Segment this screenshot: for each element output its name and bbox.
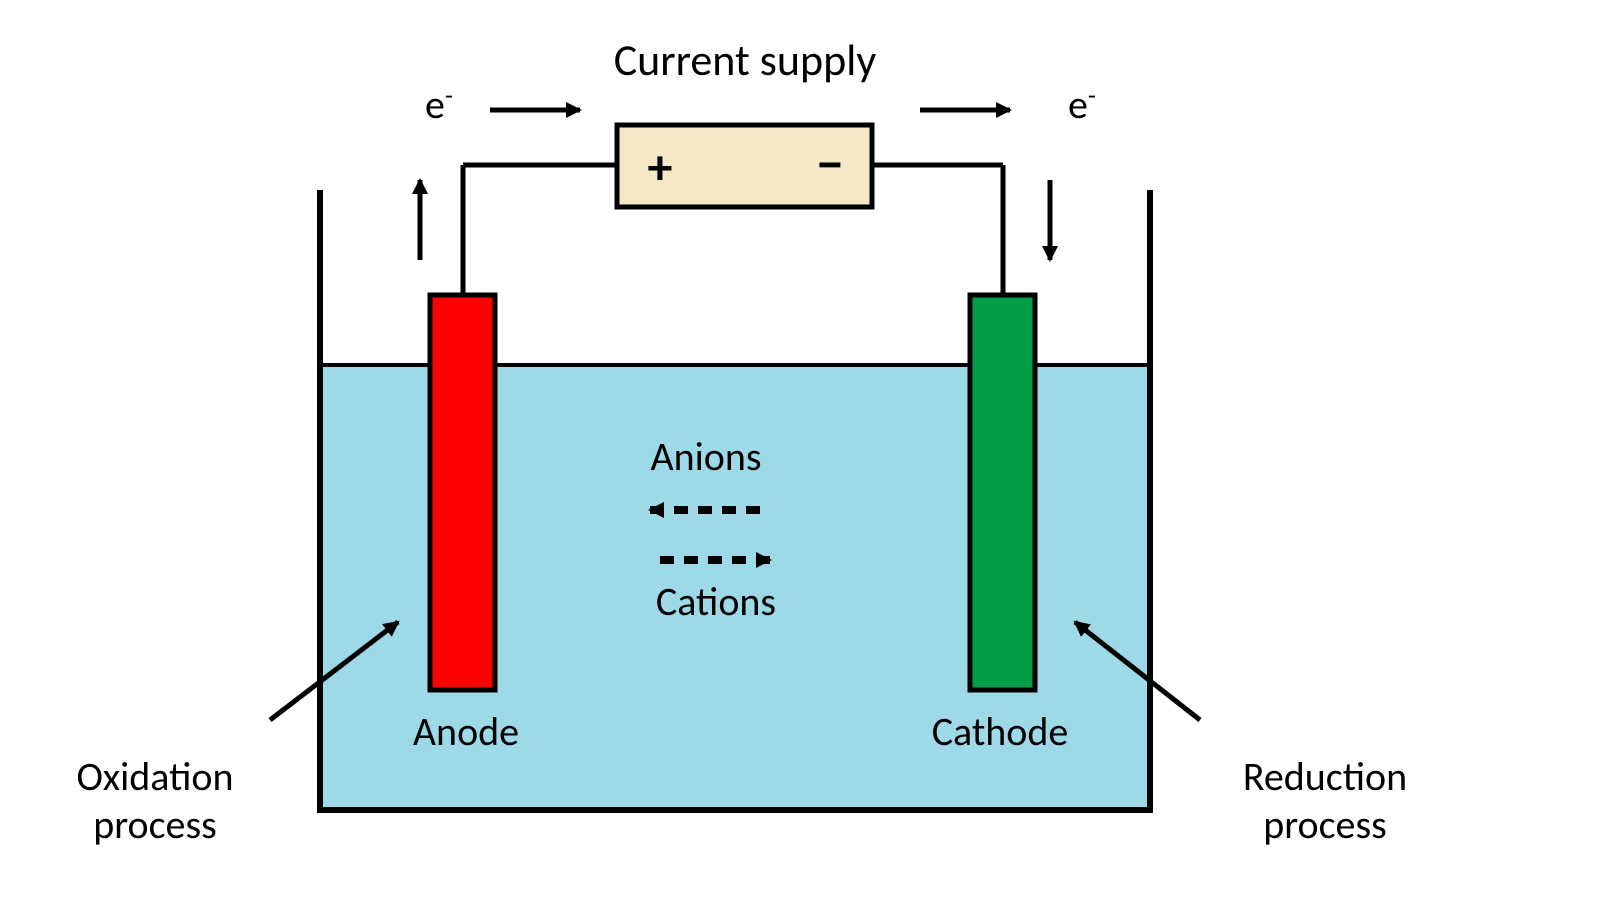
anions-label: Anions: [650, 432, 761, 481]
reduction-label-1: Reduction: [1243, 752, 1407, 801]
oxidation-label-1: Oxidation: [77, 752, 234, 801]
electrolysis-diagram: Current supply e- e- + − Anions Cations …: [0, 0, 1600, 915]
anode-electrode: [430, 295, 495, 690]
anode-label: Anode: [413, 707, 519, 756]
title-label: Current supply: [614, 33, 877, 87]
cations-label: Cations: [656, 577, 776, 626]
plus-symbol: +: [648, 137, 673, 198]
cathode-electrode: [970, 295, 1035, 690]
cathode-label: Cathode: [932, 707, 1069, 756]
reduction-label-2: process: [1263, 800, 1387, 849]
electron-right-label: e-: [1068, 79, 1096, 129]
electron-left-label: e-: [425, 79, 453, 129]
minus-symbol: −: [817, 131, 844, 197]
oxidation-label-2: process: [93, 800, 217, 849]
